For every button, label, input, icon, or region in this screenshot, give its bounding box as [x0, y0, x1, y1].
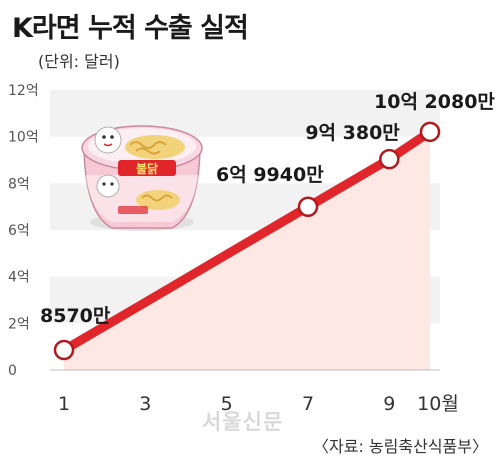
unit-label: (단위: 달러): [38, 52, 120, 71]
data-point-marker: [419, 121, 441, 143]
y-tick-label: 10억: [8, 130, 39, 146]
bowl-brand-text: 불닭: [136, 161, 158, 176]
bowl-noodle-product-image: 불닭: [81, 125, 203, 231]
data-markers: [53, 121, 441, 361]
data-label: 9억 380만: [305, 122, 400, 144]
watermark-text: 서울신문: [202, 410, 284, 434]
data-point-marker: [379, 148, 400, 170]
x-tick-label: 10월: [417, 393, 459, 415]
data-label: 10억 2080만: [374, 91, 495, 113]
data-label: 6억 9940만: [216, 164, 324, 186]
x-tick-label: 9: [383, 393, 395, 415]
x-axis-ticks: 1 3 5 7 9 10월: [58, 393, 459, 415]
data-point-marker: [297, 196, 319, 218]
y-tick-label: 2억: [8, 316, 30, 332]
source-note: 〈자료: 농림축산식품부〉: [313, 437, 488, 456]
y-tick-label: 4억: [8, 270, 30, 286]
x-tick-label: 1: [58, 393, 70, 415]
x-tick-label: 7: [302, 393, 314, 415]
data-labels: 8570만 6억 9940만 9억 380만 10억 2080만: [40, 91, 495, 327]
data-point-marker: [53, 339, 75, 361]
y-tick-label: 6억: [8, 223, 30, 239]
x-tick-label: 5: [221, 393, 233, 415]
y-tick-label: 12억: [8, 83, 39, 99]
chart-title: K라면 누적 수출 실적: [12, 13, 249, 44]
y-axis-ticks: 0 2억 4억 6억 8억 10억 12억: [8, 83, 39, 379]
y-tick-label: 8억: [8, 176, 30, 192]
data-label: 8570만: [40, 305, 111, 327]
x-tick-label: 3: [139, 393, 151, 415]
y-tick-label: 0: [8, 363, 17, 379]
